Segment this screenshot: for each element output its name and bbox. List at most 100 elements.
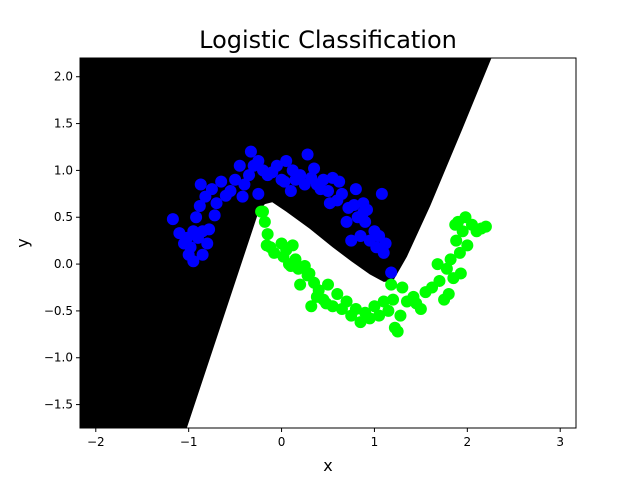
- data-point: [266, 166, 279, 179]
- data-point: [308, 162, 321, 175]
- data-point: [461, 239, 474, 252]
- data-point: [294, 278, 307, 291]
- data-point: [385, 278, 398, 291]
- y-tick-label: −1.0: [44, 351, 73, 365]
- data-point: [243, 169, 256, 182]
- x-tick-label: 2: [464, 435, 472, 449]
- data-point: [379, 237, 392, 250]
- data-point: [382, 304, 395, 317]
- data-point: [278, 175, 291, 188]
- y-tick-label: −0.5: [44, 304, 73, 318]
- y-tick-label: 1.5: [54, 117, 73, 131]
- data-points: [166, 145, 492, 338]
- data-point: [320, 297, 333, 310]
- data-point: [301, 269, 314, 282]
- data-point: [377, 295, 390, 308]
- data-point: [348, 199, 361, 212]
- data-point: [215, 175, 228, 188]
- data-point: [442, 288, 455, 301]
- data-point: [301, 148, 314, 161]
- data-point: [450, 234, 463, 247]
- series-0: [166, 145, 398, 279]
- data-point: [433, 274, 446, 287]
- data-point: [201, 237, 214, 250]
- data-point: [190, 211, 203, 224]
- data-point: [335, 187, 348, 200]
- data-point: [410, 297, 423, 310]
- data-point: [205, 183, 218, 196]
- data-point: [255, 205, 268, 218]
- data-point: [166, 213, 179, 226]
- data-point: [431, 258, 444, 271]
- data-point: [312, 284, 325, 297]
- data-point: [454, 267, 467, 280]
- data-point: [264, 241, 277, 254]
- data-point: [375, 187, 388, 200]
- x-tick-label: −2: [87, 435, 105, 449]
- data-point: [377, 246, 390, 259]
- data-point: [286, 239, 299, 252]
- y-tick-label: 1.0: [54, 163, 73, 177]
- data-point: [479, 220, 492, 233]
- data-point: [284, 185, 297, 198]
- data-point: [354, 229, 367, 242]
- data-point: [261, 228, 274, 241]
- data-point: [229, 173, 242, 186]
- data-point: [444, 253, 457, 266]
- data-point: [349, 183, 362, 196]
- data-point: [322, 278, 334, 291]
- y-tick-label: 2.0: [54, 70, 73, 84]
- x-tick-label: 3: [556, 435, 564, 449]
- data-point: [453, 246, 466, 259]
- data-point: [354, 316, 367, 329]
- decision-regions: [80, 58, 576, 428]
- chart-title: Logistic Classification: [199, 26, 457, 54]
- plot-area: [79, 57, 577, 429]
- data-point: [340, 215, 353, 228]
- data-point: [387, 293, 400, 306]
- y-axis-label: y: [13, 238, 32, 247]
- y-tick-label: −1.5: [44, 398, 73, 412]
- data-point: [357, 206, 370, 219]
- data-point: [280, 155, 293, 168]
- data-point: [194, 178, 207, 191]
- data-point: [349, 303, 362, 316]
- data-point: [252, 155, 265, 168]
- data-point: [305, 300, 318, 313]
- data-point: [180, 231, 193, 244]
- data-point: [258, 215, 271, 228]
- data-point: [368, 300, 381, 313]
- data-point: [440, 262, 453, 275]
- class-0-region: [80, 58, 492, 428]
- data-point: [373, 309, 386, 322]
- x-axis-label: x: [323, 456, 332, 475]
- data-point: [182, 248, 195, 261]
- data-point: [394, 309, 407, 322]
- data-point: [238, 178, 251, 191]
- data-point: [244, 145, 257, 158]
- y-axis: −1.5 −1.0 −0.5 0.0 0.5 1.0 1.5 2.0: [44, 70, 80, 412]
- data-point: [340, 295, 353, 308]
- data-point: [396, 281, 409, 294]
- data-point: [317, 173, 330, 186]
- data-point: [345, 234, 358, 247]
- data-point: [252, 187, 265, 200]
- data-point: [196, 225, 209, 238]
- plot-frame: [79, 57, 577, 429]
- data-point: [210, 197, 223, 210]
- data-point: [333, 175, 346, 188]
- data-point: [219, 189, 232, 202]
- data-point: [385, 266, 398, 279]
- data-point: [363, 312, 376, 325]
- x-tick-label: −1: [180, 435, 198, 449]
- x-tick-label: 0: [278, 435, 286, 449]
- data-point: [193, 200, 206, 212]
- data-point: [391, 325, 404, 338]
- x-axis: −2 −1 0 1 2 3: [87, 428, 564, 449]
- data-point: [196, 248, 209, 261]
- data-point: [359, 215, 372, 228]
- y-tick-label: 0.0: [54, 257, 73, 271]
- data-point: [331, 288, 344, 301]
- data-point: [282, 258, 295, 271]
